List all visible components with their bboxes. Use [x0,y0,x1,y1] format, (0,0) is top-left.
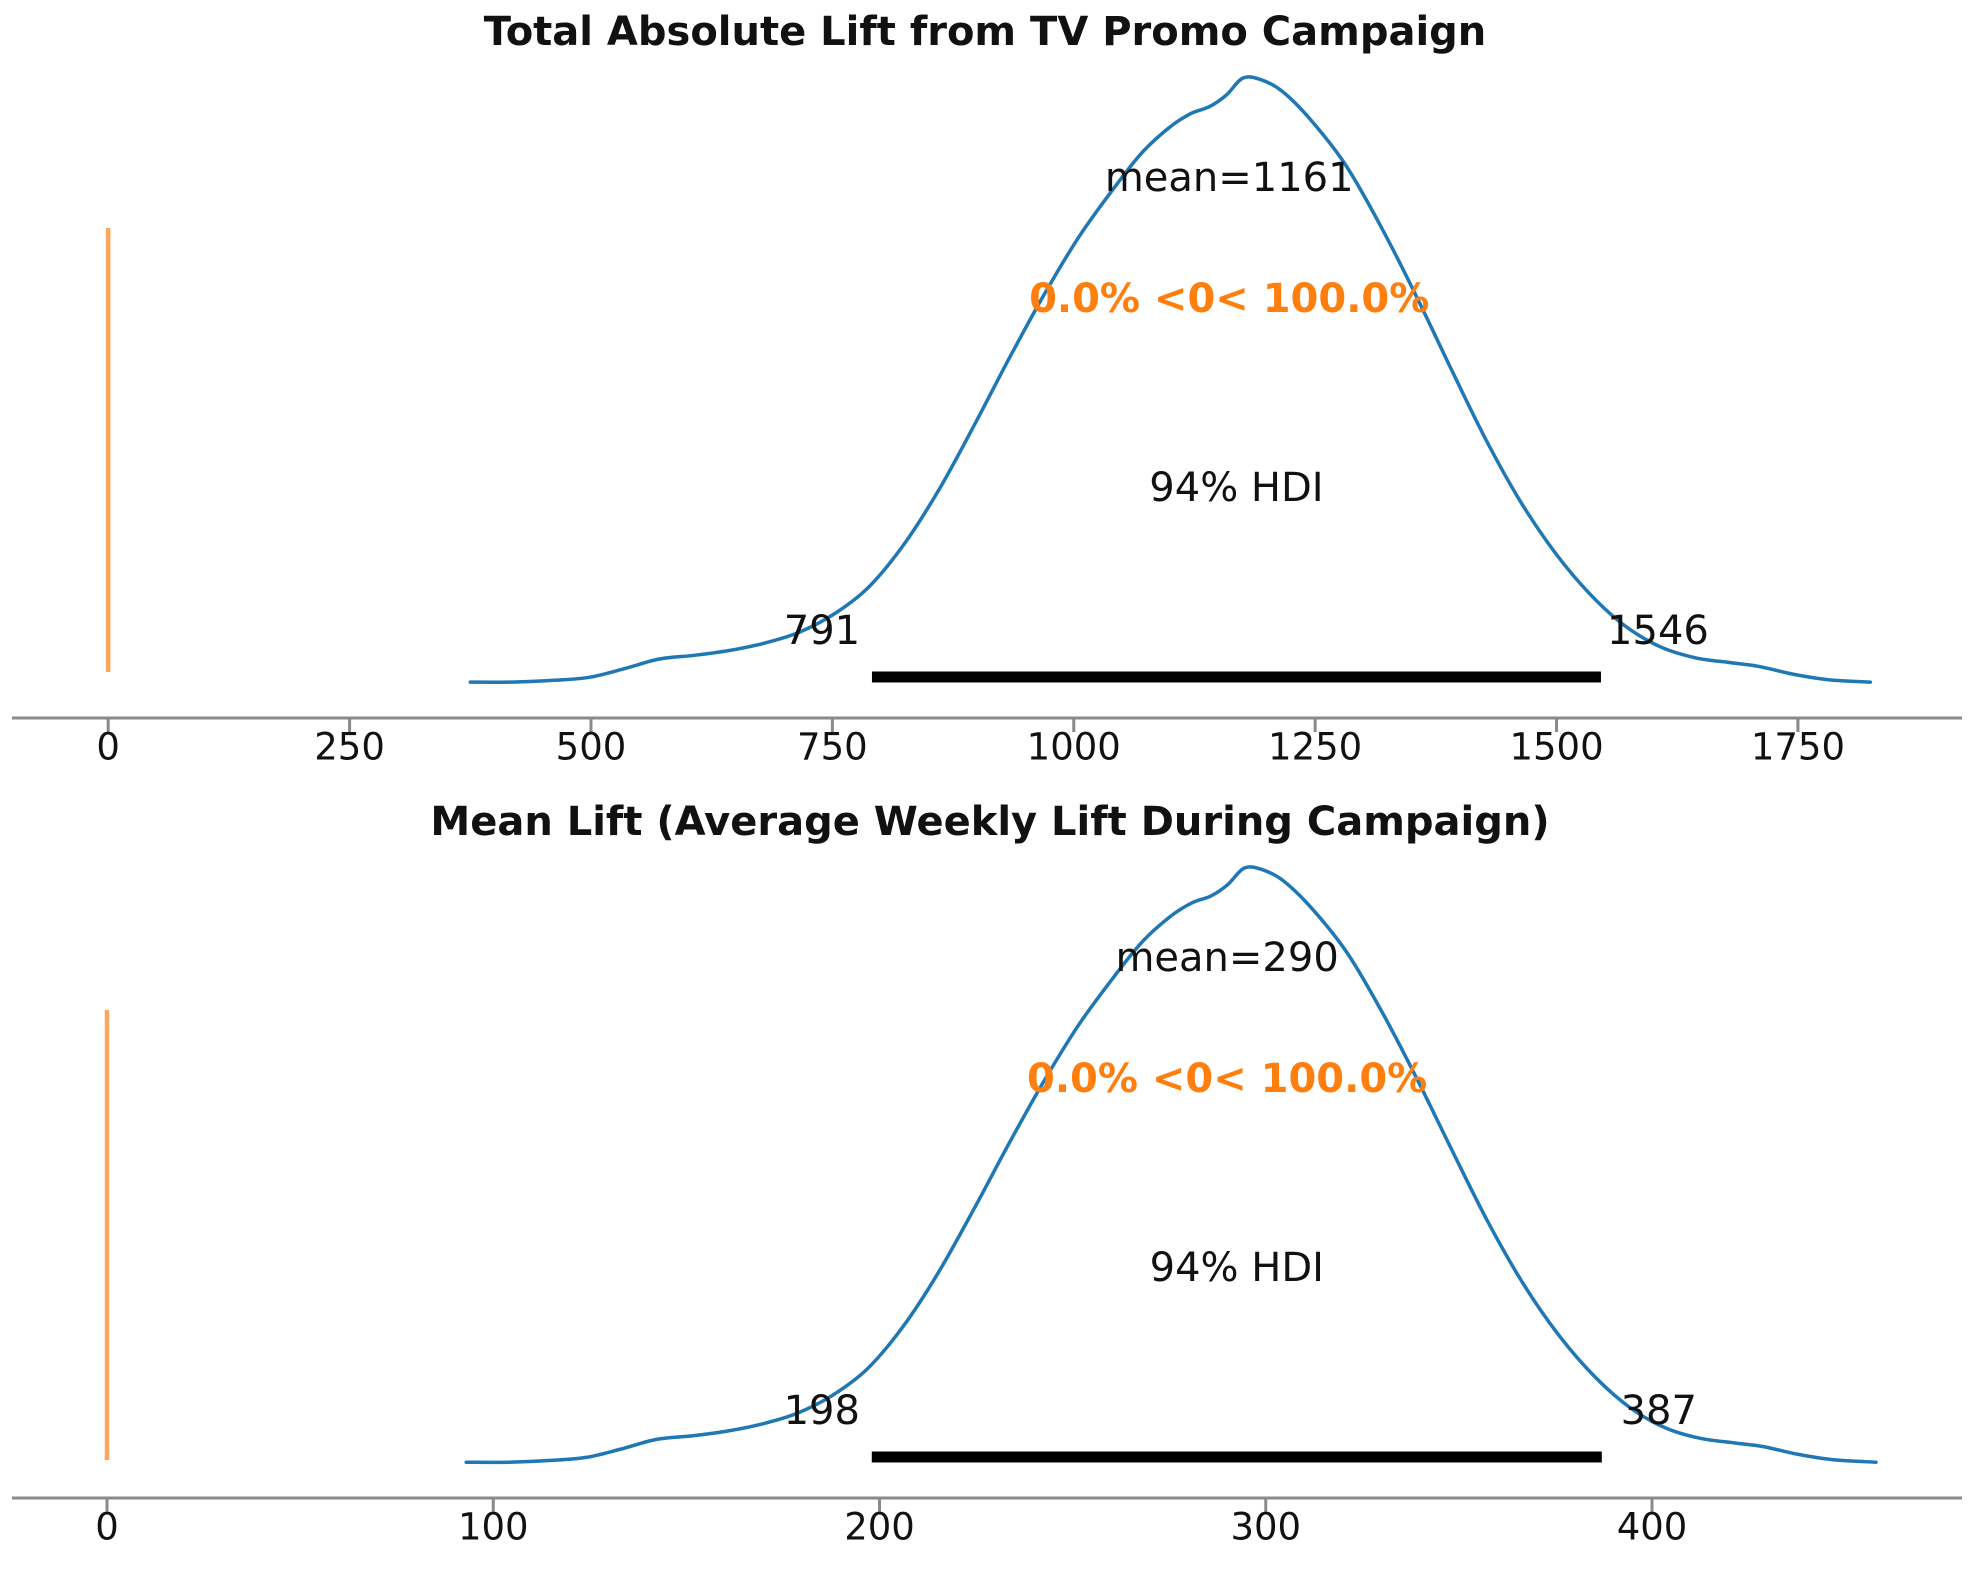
panel1-title: Total Absolute Lift from TV Promo Campai… [483,9,1487,55]
panel1-hdi-lower-value: 791 [783,608,861,654]
panel1-kde-curve [468,75,1873,684]
panel2-mean-label: mean=290 [1115,935,1339,981]
panel1-x-tick-label: 1250 [1268,725,1363,769]
panel1-x-tick-label: 500 [555,725,627,769]
panel2-kde-curve [464,865,1878,1465]
panel1-hdi-bar [871,671,1601,683]
panel2-x-tick-label: 400 [1616,1505,1688,1549]
panel1-x-tick-label: 1750 [1750,725,1846,769]
panel2-hdi-label: 94% HDI [1149,1245,1324,1291]
panel1-hdi-upper-value: 1546 [1607,608,1709,654]
panel2-x-tick-label: 100 [457,1505,529,1549]
panel2-x-tick-label: 0 [95,1505,119,1549]
panel1-x-tick-label: 0 [96,725,120,769]
panel1-x-tick-label: 1500 [1509,725,1604,769]
panel1-x-tick-label: 250 [314,725,385,769]
panel2-hdi-upper-value: 387 [1620,1388,1697,1434]
panel2-x-tick-label: 200 [844,1505,915,1549]
panel1-ref-value-label: 0.0% <0< 100.0% [1029,276,1430,322]
panel2-hdi-lower-value: 198 [783,1388,860,1434]
panel2-ref-value-label: 0.0% <0< 100.0% [1026,1056,1428,1102]
panel1-x-tick-label: 750 [797,725,868,769]
panel2-title: Mean Lift (Average Weekly Lift During Ca… [430,799,1550,845]
panel1-x-tick-label: 1000 [1026,725,1121,769]
panel2-x-tick-label: 300 [1230,1505,1302,1549]
panel1-hdi-label: 94% HDI [1149,465,1324,511]
panel1-mean-label: mean=1161 [1104,155,1354,201]
panel2-hdi-bar [871,1451,1602,1463]
